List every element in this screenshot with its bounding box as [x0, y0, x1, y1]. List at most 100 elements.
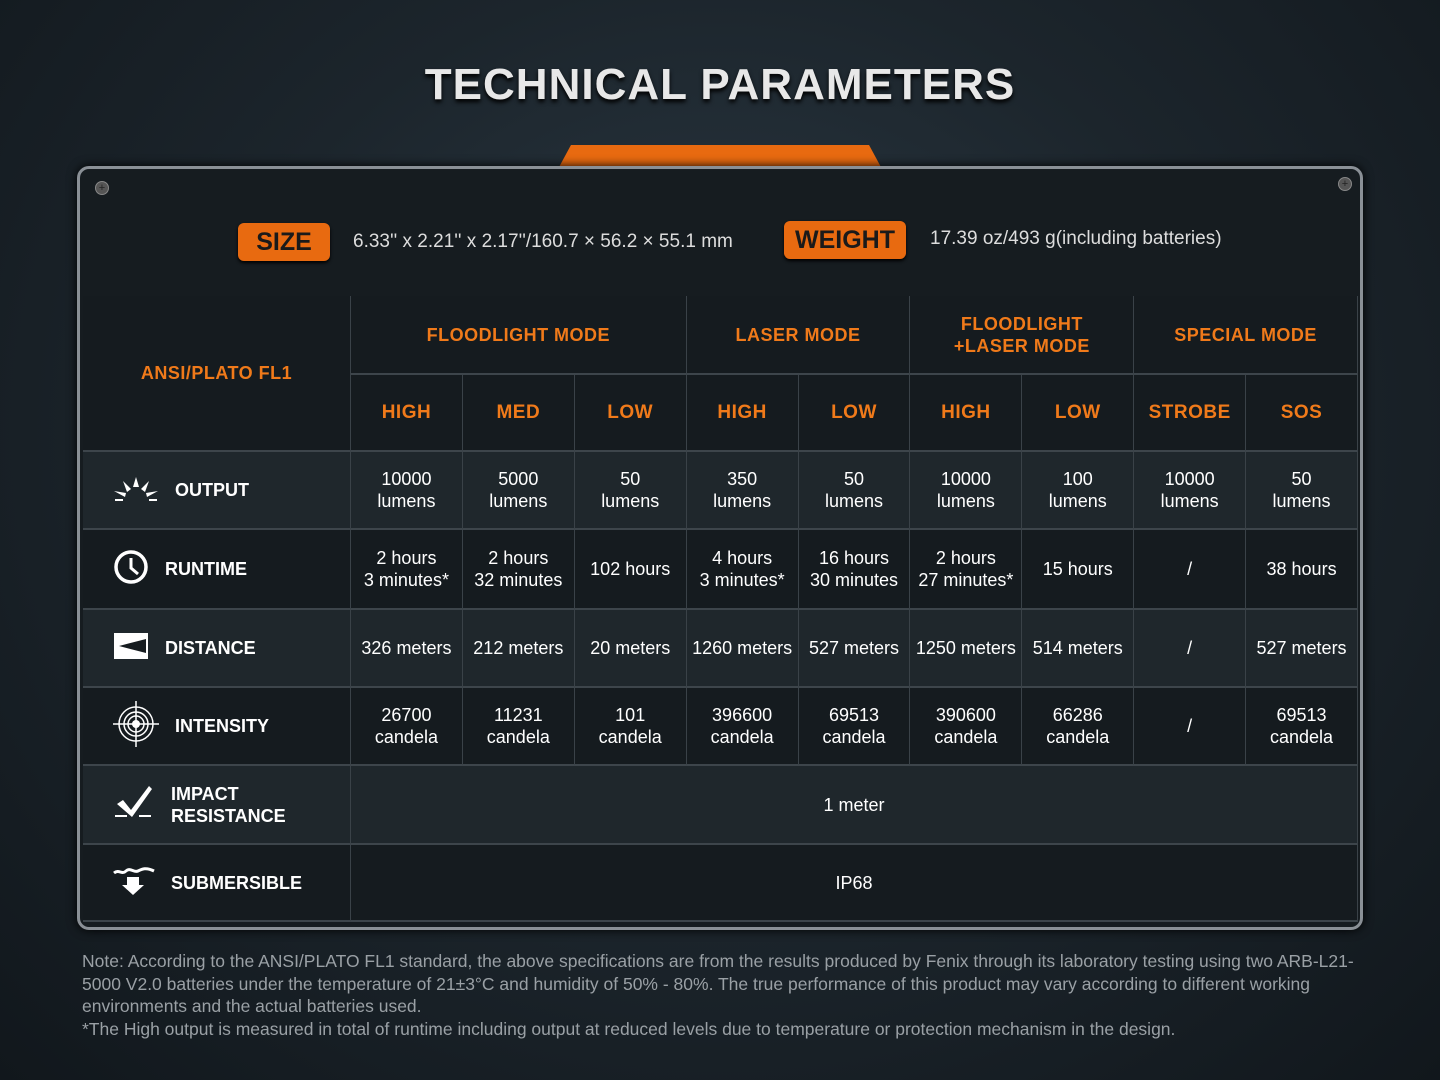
size-weight-row: SIZE 6.33'' x 2.21'' x 2.17''/160.7 × 56…: [80, 221, 1360, 263]
table-cell: /: [1134, 688, 1247, 766]
screw-icon: +: [1338, 177, 1352, 191]
row-label-runtime: RUNTIME: [83, 530, 351, 610]
table-cell-text: 16 hours 30 minutes: [809, 548, 899, 590]
table-cell-text: 20 meters: [590, 638, 671, 658]
table-cell-text: 38 hours: [1266, 559, 1337, 579]
level-header-text: STROBE: [1148, 401, 1231, 423]
table-cell: 66286 candela: [1022, 688, 1135, 766]
spec-panel: + + + + SIZE 6.33'' x 2.21'' x 2.17''/16…: [77, 166, 1363, 930]
row-label-output-text: OUTPUT: [175, 480, 249, 500]
table-cell-text: 350 lumens: [713, 469, 772, 511]
table-cell: 514 meters: [1022, 610, 1135, 688]
table-cell: 50 lumens: [1246, 452, 1358, 530]
table-cell: /: [1134, 530, 1247, 610]
mode-header: FLOODLIGHT MODE: [351, 296, 687, 375]
table-cell-text: 66286 candela: [1046, 705, 1110, 747]
row-label-output: OUTPUT: [83, 452, 351, 530]
note-text: Note: According to the ANSI/PLATO FL1 st…: [82, 951, 1354, 1016]
table-cell-text: /: [1187, 559, 1193, 579]
size-badge: SIZE: [238, 223, 330, 261]
table-cell: 4 hours 3 minutes*: [686, 530, 799, 610]
table-cell: 10000 lumens: [1134, 452, 1247, 530]
table-cell: 2 hours 32 minutes: [462, 530, 575, 610]
table-cell-text: 10000 lumens: [377, 469, 436, 511]
level-header: SOS: [1246, 375, 1358, 452]
table-cell-text: /: [1187, 716, 1193, 736]
table-cell-text: 15 hours: [1042, 559, 1113, 579]
table-cell: 11231 candela: [462, 688, 575, 766]
row-label-distance-text: DISTANCE: [165, 638, 256, 658]
level-header: HIGH: [351, 375, 463, 452]
table-cell: 16 hours 30 minutes: [798, 530, 911, 610]
row-label-impact: IMPACT RESISTANCE: [83, 766, 351, 845]
corner-header: ANSI/PLATO FL1: [83, 296, 351, 452]
screw-icon: +: [95, 181, 109, 195]
mode-header-text: SPECIAL MODE: [1174, 324, 1317, 345]
table-cell: 50 lumens: [574, 452, 687, 530]
row-label-submersible: SUBMERSIBLE: [83, 845, 351, 922]
level-header-text: LOW: [1054, 401, 1101, 423]
mode-header-text: FLOODLIGHT MODE: [426, 324, 611, 345]
table-cell: 1250 meters: [910, 610, 1023, 688]
table-cell: 100 lumens: [1022, 452, 1135, 530]
title-tab-decoration: [558, 145, 882, 169]
footnote: Note: According to the ANSI/PLATO FL1 st…: [82, 950, 1372, 1040]
water-drop-icon: [113, 865, 171, 900]
table-cell-text: 26700 candela: [374, 705, 438, 747]
mode-header-text: LASER MODE: [735, 324, 861, 345]
table-cell-text: 2 hours 27 minutes*: [918, 548, 1014, 590]
table-cell-text: 212 meters: [473, 638, 564, 658]
level-header-text: LOW: [831, 401, 877, 423]
table-cell-text: 527 meters: [1256, 638, 1347, 658]
table-cell-text: 1250 meters: [915, 638, 1016, 658]
table-cell-text: 4 hours 3 minutes*: [699, 548, 785, 590]
table-cell-text: 100 lumens: [1048, 469, 1107, 511]
level-header: LOW: [798, 375, 911, 452]
table-cell-text: 102 hours: [590, 559, 671, 579]
table-cell-text: 1260 meters: [692, 638, 793, 658]
table-cell: 1260 meters: [686, 610, 799, 688]
level-header-text: SOS: [1280, 401, 1323, 423]
table-cell: 50 lumens: [798, 452, 911, 530]
table-cell-text: 390600 candela: [934, 705, 998, 747]
table-cell: 527 meters: [1246, 610, 1358, 688]
beam-distance-icon: [113, 631, 165, 666]
table-cell: 326 meters: [351, 610, 463, 688]
level-header: HIGH: [686, 375, 799, 452]
table-cell: 2 hours 3 minutes*: [351, 530, 463, 610]
level-header: STROBE: [1134, 375, 1247, 452]
table-cell-text: 2 hours 3 minutes*: [363, 548, 449, 590]
level-header-text: LOW: [607, 401, 654, 423]
level-header: LOW: [1022, 375, 1135, 452]
size-value: 6.33'' x 2.21'' x 2.17''/160.7 × 56.2 × …: [353, 231, 733, 252]
page-title: TECHNICAL PARAMETERS: [424, 60, 1016, 109]
row-label-submersible-text: SUBMERSIBLE: [171, 872, 303, 893]
target-icon: [113, 700, 175, 752]
level-header-text: HIGH: [381, 401, 432, 423]
table-cell: 69513 candela: [1246, 688, 1358, 766]
table-cell: 20 meters: [574, 610, 687, 688]
table-cell: 390600 candela: [910, 688, 1023, 766]
table-cell: 38 hours: [1246, 530, 1358, 610]
table-cell: 5000 lumens: [462, 452, 575, 530]
table-cell: /: [1134, 610, 1247, 688]
mode-header: FLOODLIGHT +LASER MODE: [910, 296, 1135, 375]
table-cell-text: 514 meters: [1032, 638, 1123, 658]
table-cell: 101 candela: [574, 688, 687, 766]
asterisk-note: *The High output is measured in total of…: [82, 1018, 1176, 1039]
table-cell-merged-text: IP68: [835, 872, 873, 893]
impact-check-icon: [113, 784, 171, 825]
table-cell: 15 hours: [1022, 530, 1135, 610]
table-cell-text: 2 hours 32 minutes: [474, 548, 563, 590]
row-label-distance: DISTANCE: [83, 610, 351, 688]
table-cell-text: 5000 lumens: [489, 469, 548, 511]
level-header-text: HIGH: [717, 401, 767, 423]
table-cell-text: /: [1187, 638, 1193, 658]
level-header-text: MED: [496, 401, 541, 423]
table-cell: 10000 lumens: [351, 452, 463, 530]
table-cell-text: 50 lumens: [824, 469, 883, 511]
level-header-text: HIGH: [941, 401, 991, 423]
weight-value: 17.39 oz/493 g(including batteries): [930, 228, 1222, 249]
table-cell: 102 hours: [574, 530, 687, 610]
table-cell-text: 527 meters: [808, 638, 900, 658]
